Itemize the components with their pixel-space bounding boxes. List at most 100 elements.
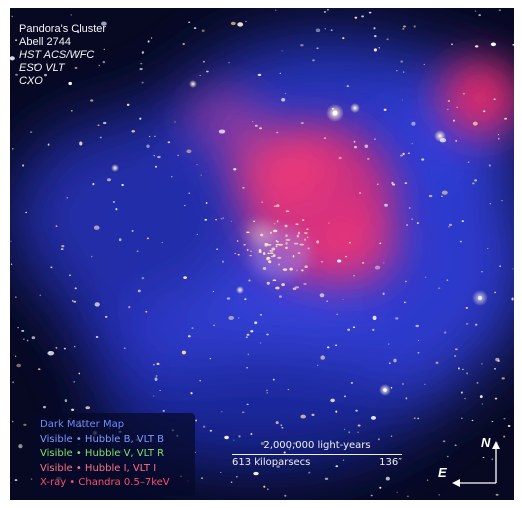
star	[103, 121, 107, 125]
star	[385, 476, 390, 481]
star	[266, 392, 268, 394]
star	[191, 327, 194, 329]
star	[465, 323, 469, 325]
star	[250, 330, 254, 333]
star	[139, 67, 143, 71]
star	[259, 127, 262, 130]
cluster-galaxy	[301, 269, 304, 272]
star	[95, 336, 99, 338]
star	[379, 242, 382, 245]
star	[405, 280, 407, 283]
star	[212, 290, 215, 293]
star	[471, 419, 474, 422]
star	[263, 485, 266, 488]
star	[155, 375, 158, 377]
star	[497, 134, 500, 136]
cluster-galaxy	[276, 204, 280, 208]
star	[342, 37, 345, 40]
star	[461, 220, 464, 223]
star	[141, 81, 144, 84]
star	[196, 164, 198, 166]
scale-kiloparsecs: 613 kiloparsecs	[232, 457, 311, 468]
credit-hst: HST ACS/WFC	[19, 49, 95, 61]
star	[405, 301, 407, 303]
star	[118, 238, 122, 242]
star	[402, 28, 405, 30]
star	[504, 117, 508, 120]
star	[489, 203, 491, 205]
cluster-galaxy	[278, 263, 281, 266]
star	[466, 372, 468, 375]
star	[222, 217, 225, 219]
star	[43, 405, 46, 409]
star	[161, 241, 163, 244]
star	[460, 391, 463, 394]
star	[402, 383, 404, 385]
star	[15, 73, 19, 76]
star	[162, 410, 165, 412]
cluster-galaxy	[262, 252, 266, 256]
star	[330, 29, 333, 31]
star	[511, 297, 514, 301]
compass-east: E	[438, 465, 447, 480]
star	[383, 108, 387, 111]
star	[464, 398, 466, 400]
star	[85, 406, 90, 410]
cluster-galaxy	[297, 231, 300, 235]
star	[44, 73, 47, 77]
star	[220, 218, 222, 220]
star	[204, 218, 208, 221]
star	[447, 100, 451, 102]
star	[181, 350, 186, 355]
star	[353, 140, 356, 143]
star	[73, 381, 76, 383]
star	[221, 411, 223, 413]
cluster-galaxy	[248, 279, 251, 282]
star	[97, 124, 100, 126]
star	[244, 298, 247, 301]
star	[361, 15, 364, 18]
star	[357, 431, 359, 434]
star	[55, 225, 58, 227]
star	[228, 62, 230, 64]
star	[417, 351, 420, 354]
cluster-galaxy	[306, 228, 309, 230]
star	[253, 471, 259, 476]
star	[344, 428, 346, 431]
star	[200, 174, 202, 176]
star	[183, 204, 186, 207]
star	[407, 152, 410, 154]
star	[342, 298, 344, 301]
star	[21, 329, 25, 332]
star	[188, 192, 190, 194]
star	[312, 59, 315, 62]
star	[47, 143, 50, 146]
star	[401, 99, 403, 101]
star	[491, 458, 494, 461]
star	[454, 348, 458, 351]
star	[147, 40, 150, 43]
star	[396, 70, 398, 72]
cluster-galaxy	[316, 240, 320, 244]
star	[474, 10, 477, 12]
star	[246, 333, 250, 336]
star	[287, 389, 290, 391]
star	[182, 43, 185, 45]
star	[261, 201, 263, 203]
star	[131, 230, 134, 232]
star	[347, 328, 351, 331]
star	[131, 130, 135, 133]
star	[421, 158, 425, 161]
star	[319, 293, 325, 298]
star	[404, 182, 408, 185]
star	[152, 363, 155, 366]
star	[102, 60, 106, 64]
cluster-core	[246, 221, 310, 279]
star	[104, 315, 108, 318]
star	[413, 417, 416, 420]
cluster-galaxy	[276, 240, 279, 243]
star	[10, 240, 12, 242]
star	[512, 43, 514, 46]
star	[275, 9, 277, 11]
star	[193, 27, 197, 30]
